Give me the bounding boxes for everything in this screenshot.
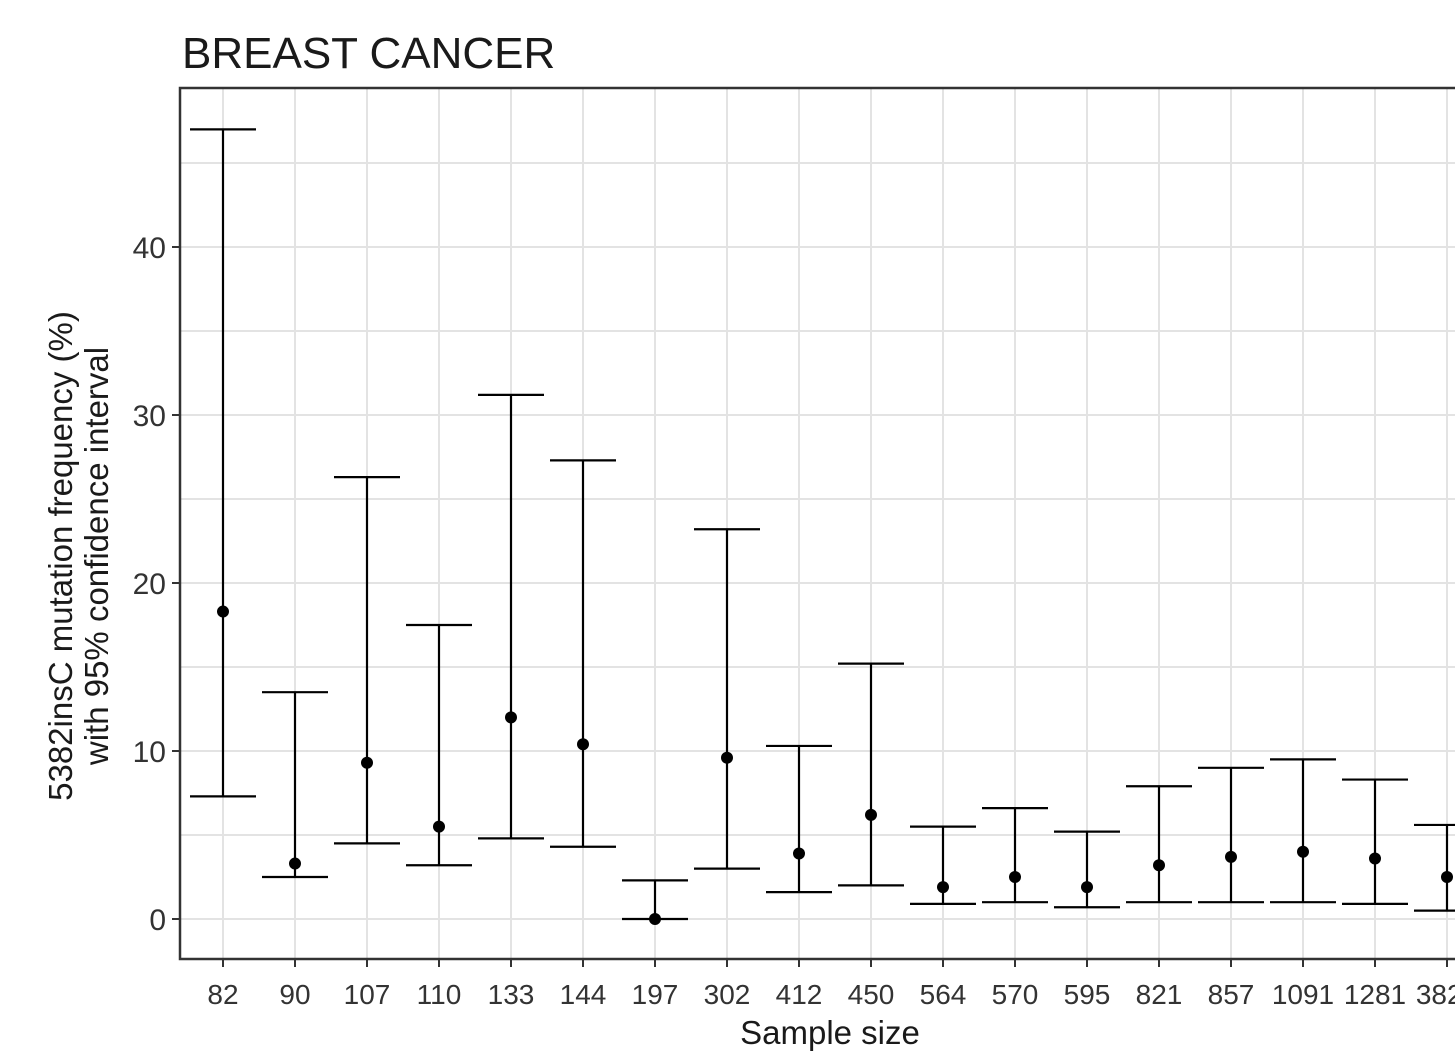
data-point <box>1225 850 1237 863</box>
grid <box>180 88 1455 959</box>
data-point <box>1081 881 1093 894</box>
data-point <box>289 857 301 870</box>
data-point <box>1153 859 1165 872</box>
x-tick-label: 857 <box>1208 979 1255 1010</box>
x-tick-label: 110 <box>417 979 462 1010</box>
x-tick-label: 133 <box>488 979 535 1010</box>
data-point <box>505 711 517 724</box>
data-point <box>865 808 877 821</box>
x-tick-label: 1091 <box>1272 979 1334 1010</box>
y-tick-label: 10 <box>133 736 166 769</box>
panel-border <box>178 86 1455 961</box>
data-point <box>1441 871 1453 883</box>
data-point <box>1009 871 1021 883</box>
x-tick-label: 595 <box>1064 979 1111 1010</box>
data-point <box>577 738 589 751</box>
data-point <box>217 605 229 618</box>
y-axis-title-line-1: 5382insC mutation frequency (%) <box>42 311 79 801</box>
y-tick-label: 30 <box>133 400 166 433</box>
x-tick-label: 82 <box>207 979 238 1010</box>
x-tick-label: 450 <box>848 979 895 1010</box>
data-layer <box>190 128 1455 925</box>
data-point <box>433 820 445 833</box>
data-point <box>937 881 949 894</box>
x-tick-label: 3820 <box>1416 979 1455 1010</box>
y-tick-label: 40 <box>133 232 166 265</box>
y-tick-label: 0 <box>149 904 166 937</box>
data-point <box>1297 845 1309 858</box>
y-tick-label: 20 <box>133 568 166 601</box>
x-tick-label: 197 <box>632 979 679 1010</box>
x-tick-label: 90 <box>279 979 310 1010</box>
x-tick-label: 144 <box>560 979 607 1010</box>
data-point <box>721 751 733 764</box>
x-axis-title: Sample size <box>740 1014 920 1051</box>
x-tick-label: 570 <box>992 979 1039 1010</box>
x-tick-label: 564 <box>920 979 967 1010</box>
x-tick-label: 1281 <box>1344 979 1406 1010</box>
x-tick-label: 302 <box>704 979 751 1010</box>
y-axis-title-line-2: with 95% confidence interval <box>78 347 115 766</box>
axes: 0 10 20 30 40 82 90 107 110 133 144 197 302 412 450 564… <box>133 232 1455 1010</box>
data-point <box>793 847 805 860</box>
x-tick-label: 412 <box>776 979 823 1010</box>
x-tick-label: 107 <box>344 979 391 1010</box>
chart-title: BREAST CANCER <box>182 29 555 78</box>
data-point <box>649 913 661 925</box>
data-point <box>361 756 373 769</box>
x-tick-label: 821 <box>1136 979 1183 1010</box>
y-axis-title: 5382insC mutation frequency (%) with 95%… <box>42 311 115 801</box>
data-point <box>1369 852 1381 865</box>
